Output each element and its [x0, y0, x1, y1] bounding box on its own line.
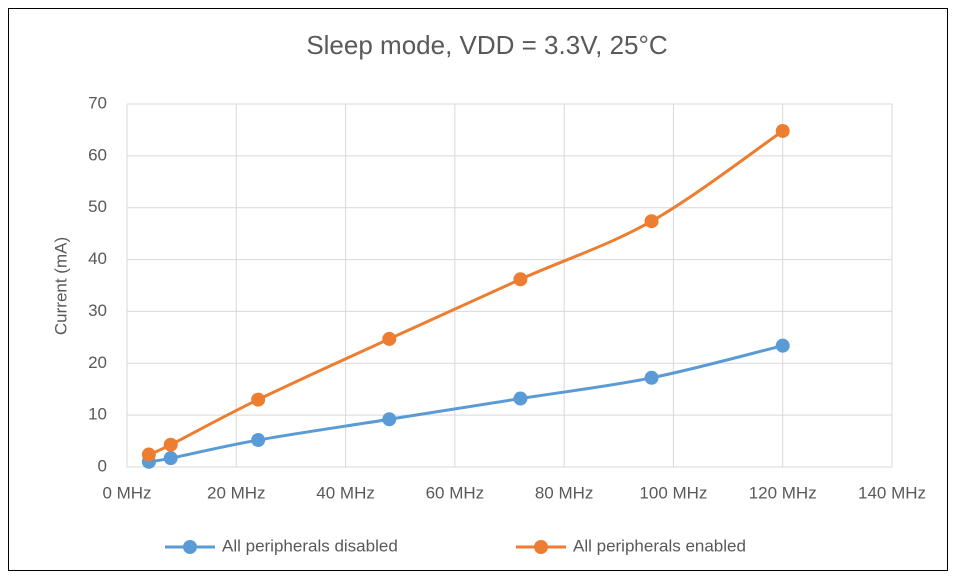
- data-point: [251, 433, 266, 448]
- x-tick-label: 80 MHz: [535, 483, 594, 502]
- data-point: [251, 392, 266, 407]
- y-tick-label: 0: [98, 456, 107, 475]
- chart-border: [8, 8, 948, 571]
- y-tick-label: 30: [88, 301, 107, 320]
- data-point: [382, 412, 397, 427]
- y-tick-label: 20: [88, 353, 107, 372]
- y-tick-label: 70: [88, 93, 107, 112]
- legend-label: All peripherals enabled: [573, 536, 746, 555]
- x-tick-label: 0 MHz: [102, 483, 151, 502]
- legend-label: All peripherals disabled: [222, 536, 398, 555]
- data-point: [644, 370, 659, 385]
- data-point: [775, 123, 790, 138]
- x-tick-label: 20 MHz: [207, 483, 266, 502]
- data-point: [775, 338, 790, 353]
- y-tick-label: 40: [88, 249, 107, 268]
- y-tick-label: 50: [88, 197, 107, 216]
- legend-marker: [183, 540, 197, 554]
- data-point: [644, 214, 659, 229]
- y-axis-label: Current (mA): [51, 237, 70, 335]
- x-tick-label: 120 MHz: [749, 483, 817, 502]
- x-tick-label: 140 MHz: [858, 483, 926, 502]
- chart-title: Sleep mode, VDD = 3.3V, 25°C: [306, 30, 667, 60]
- legend-marker: [534, 540, 548, 554]
- y-tick-label: 10: [88, 405, 107, 424]
- data-point: [141, 447, 156, 462]
- x-tick-label: 60 MHz: [426, 483, 485, 502]
- data-point: [163, 437, 178, 452]
- data-point: [513, 272, 528, 287]
- data-point: [513, 391, 528, 406]
- x-tick-label: 40 MHz: [316, 483, 375, 502]
- data-point: [382, 331, 397, 346]
- data-point: [163, 451, 178, 466]
- x-tick-label: 100 MHz: [639, 483, 707, 502]
- y-tick-label: 60: [88, 145, 107, 164]
